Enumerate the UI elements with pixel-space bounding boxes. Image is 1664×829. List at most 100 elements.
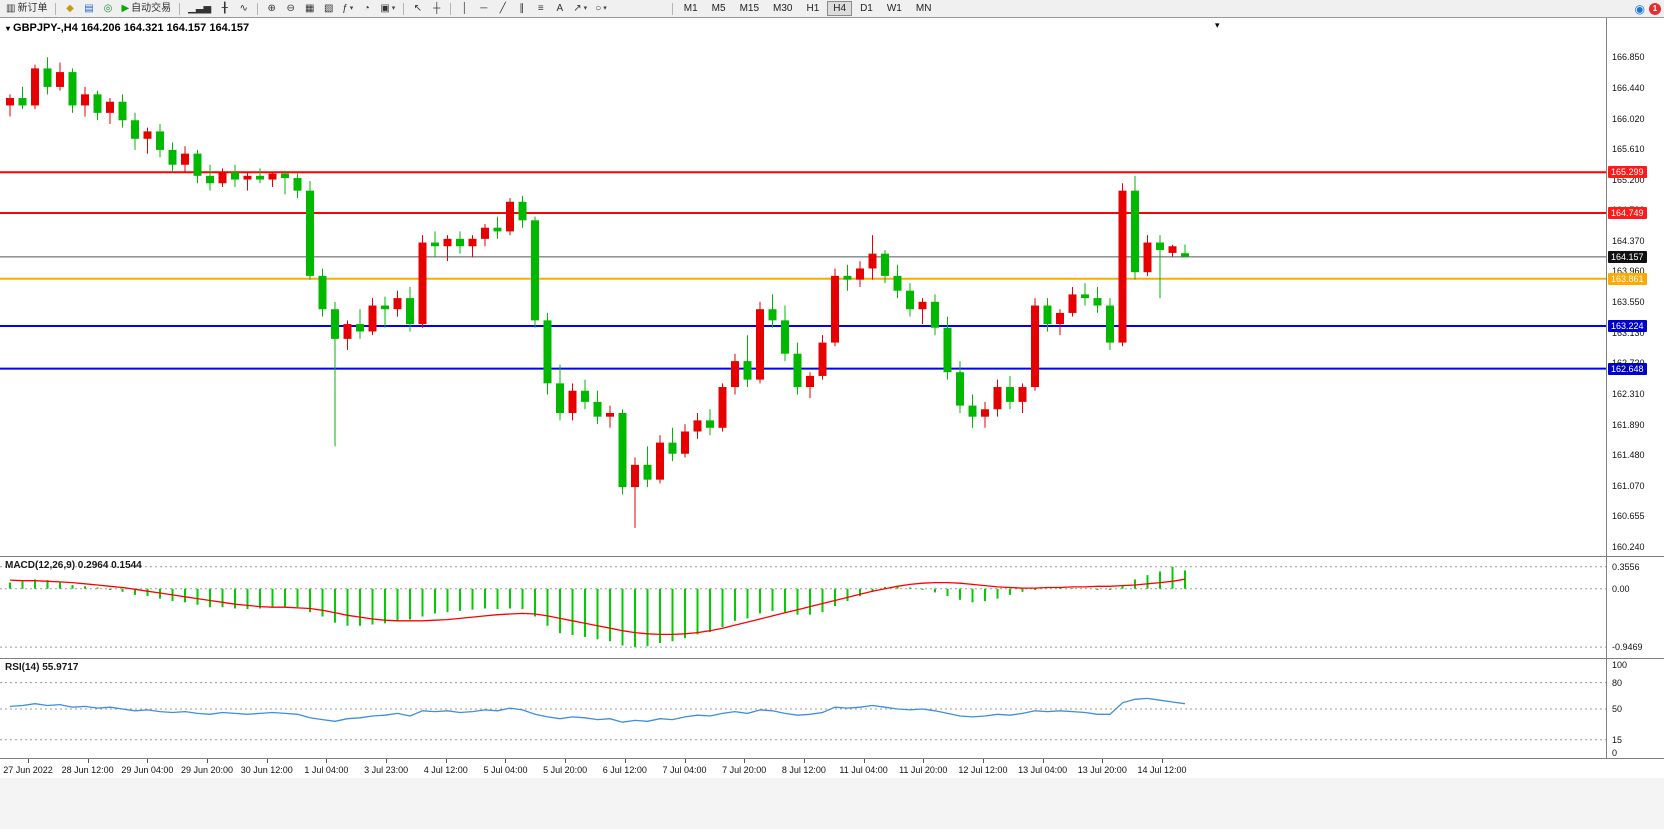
scroll-anchor-icon[interactable]: ▾ [1215,20,1220,30]
price-tick-label: 163.960 [1612,266,1645,277]
new-order-button[interactable]: ▥ 新订单 [3,1,50,16]
price-tick-label: 164.370 [1612,236,1645,247]
toolbar-separator [403,2,405,15]
time-tick [87,759,89,763]
trendline-button[interactable]: ╱ [494,1,511,16]
new-order-icon: ▥ [6,3,16,14]
timeframe-m30-button[interactable]: M30 [767,1,798,16]
rsi-axis[interactable]: 100 80 50 15 0 [1606,659,1664,758]
toolbar-separator [450,2,452,15]
macd-axis-label: -0.9469 [1612,642,1643,653]
main-price-axis[interactable]: 166.850 166.440 166.020 165.610 165.200 164.7… [1606,18,1664,556]
community-icon[interactable]: ◉ [1634,1,1645,16]
notification-badge[interactable]: 1 [1649,2,1661,15]
cascade-windows-button[interactable]: ▧ [320,1,337,16]
trendline-icon: ╱ [499,3,506,14]
horizontal-line-button[interactable]: ─ [475,1,492,16]
zoom-in-button[interactable]: ⊕ [263,1,280,16]
chevron-down-icon: ▾ [349,5,354,12]
tile-windows-button[interactable]: ▦ [301,1,318,16]
toolbar-separator [55,2,57,15]
main-chart-panel: 166.850 166.440 166.020 165.610 165.200 164.7… [0,18,1664,556]
price-tag: 163.861 [1608,272,1647,285]
time-axis[interactable]: 27 Jun 2022 28 Jun 12:00 29 Jun 04:00 29 Ju… [0,758,1664,778]
time-tick [266,759,268,763]
time-tick [207,759,209,763]
rsi-label: RSI(14) 55.9717 [5,662,79,673]
timeframe-h1-button[interactable]: H1 [800,1,825,16]
timeframe-d1-button[interactable]: D1 [854,1,879,16]
timeframe-m1-button[interactable]: M1 [678,1,704,16]
price-tick-label: 160.655 [1612,511,1645,522]
time-label: 5 Jul 20:00 [543,765,588,775]
bar-chart-icon: ▁▃▅ [188,3,212,14]
rsi-axis-label: 50 [1612,704,1623,714]
chevron-down-icon: ▾ [603,5,607,12]
tile-windows-icon: ▦ [305,3,315,14]
arrows-button[interactable]: ↗ ▾ [570,1,590,16]
price-tick-label: 161.070 [1612,480,1645,491]
time-label: 8 Jul 12:00 [781,765,826,775]
auto-trading-button[interactable]: ▶ 自动交易 [118,1,174,16]
timeframe-w1-button[interactable]: W1 [881,1,908,16]
fibonacci-button[interactable]: ≡ [532,1,549,16]
cursor-button[interactable]: ↖ [409,1,426,16]
time-label: 6 Jul 12:00 [602,765,647,775]
text-button[interactable]: A [551,1,568,16]
time-label: 5 Jul 04:00 [483,765,528,775]
timeframe-h4-button[interactable]: H4 [827,1,853,16]
time-tick [505,759,507,763]
bar-chart-button[interactable]: ▁▃▅ [185,1,214,16]
navigator-button[interactable]: ◎ [99,1,116,16]
chevron-down-icon: ▾ [391,5,396,12]
fibonacci-icon: ≡ [537,3,544,14]
time-label: 7 Jul 20:00 [722,765,767,775]
metaeditor-button[interactable]: ◆ [61,1,78,16]
time-label: 11 Jul 04:00 [839,765,888,775]
time-tick [147,759,149,763]
rsi-plot[interactable] [0,659,1606,764]
crosshair-button[interactable]: ┼ [428,1,445,16]
timeframe-m15-button[interactable]: M15 [734,1,765,16]
time-label: 14 Jul 12:00 [1137,765,1187,775]
candlestick-button[interactable]: ╂ [216,1,233,16]
templates-button[interactable]: ▣ ▾ [377,1,398,16]
terminal-icon: ▤ [84,3,94,14]
shapes-button[interactable]: ○ ▾ [592,1,610,16]
macd-axis[interactable]: 0.3556 0.00 -0.9469 [1606,557,1664,658]
zoom-out-icon: ⊖ [286,3,295,14]
time-label: 27 Jun 2022 [3,765,53,775]
auto-trading-play-icon: ▶ [121,3,130,14]
chevron-down-icon: ▾ [583,5,588,12]
macd-plot[interactable] [0,557,1606,662]
time-label: 11 Jul 20:00 [899,765,948,775]
terminal-button[interactable]: ▤ [80,1,97,16]
macd-label: MACD(12,26,9) 0.2964 0.1544 [5,560,142,571]
zoom-out-button[interactable]: ⊖ [282,1,299,16]
macd-panel: 0.3556 0.00 -0.9469 MACD(12,26,9) 0.2964 0… [0,556,1664,658]
symbol-marker-icon: ▾ [6,23,11,33]
price-tick-label: 163.550 [1612,296,1645,307]
line-chart-button[interactable]: ∿ [235,1,252,16]
timeframe-m5-button[interactable]: M5 [706,1,732,16]
vertical-line-button[interactable]: │ [456,1,473,16]
channel-button[interactable]: ∥ [513,1,530,16]
time-tick [445,759,447,763]
candlestick-icon: ╂ [221,3,228,14]
price-tag: 163.224 [1608,319,1647,332]
timeframe-mn-button[interactable]: MN [910,1,938,16]
price-tick-label: 162.310 [1612,388,1645,399]
periods-button[interactable]: ◔ [358,1,375,16]
rsi-axis-label: 15 [1612,734,1623,745]
time-label: 1 Jul 04:00 [304,765,349,775]
auto-trading-label: 自动交易 [131,3,172,14]
cascade-windows-icon: ▧ [324,3,334,14]
time-tick [565,759,567,763]
indicators-button[interactable]: ƒ ▾ [339,1,356,16]
template-icon: ▣ [380,3,390,14]
main-plot[interactable] [0,18,1606,561]
price-tick-label: 161.480 [1612,450,1645,461]
price-tick-label: 165.200 [1612,174,1645,185]
toolbar-separator [671,2,673,15]
